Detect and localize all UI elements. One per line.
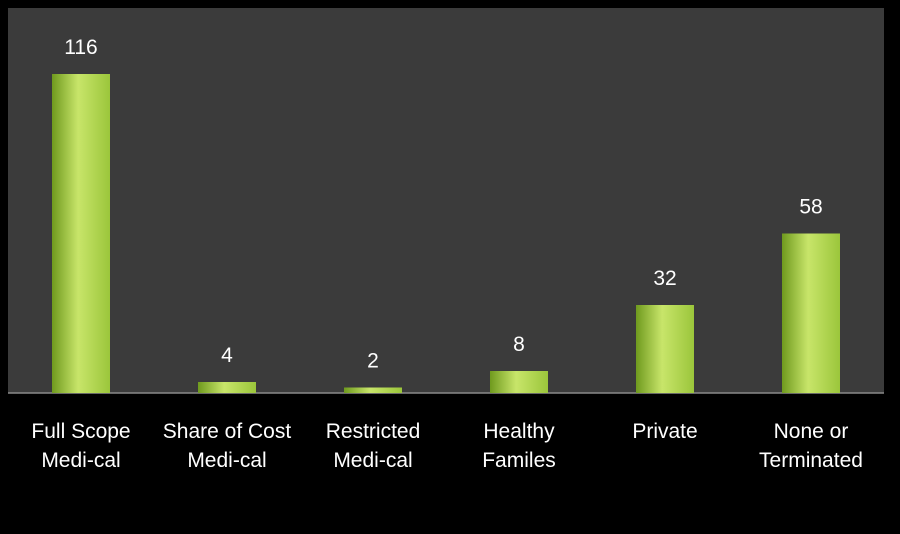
- category-tick-line: Restricted: [326, 420, 421, 443]
- value-labels-layer: 116 4 2 8 32 58: [64, 36, 822, 373]
- category-tick-line: Medi-cal: [333, 449, 412, 472]
- category-tick-line: Share of Cost: [163, 420, 292, 443]
- category-tick-line: Medi-cal: [41, 449, 120, 472]
- bar: [198, 382, 256, 393]
- bar: [636, 305, 694, 393]
- category-tick-line: Terminated: [759, 449, 863, 472]
- category-tick-label: Restricted Medi-cal: [326, 420, 421, 472]
- category-tick-label: None or Terminated: [759, 420, 863, 472]
- bar: [344, 387, 402, 393]
- category-tick-line: Familes: [482, 449, 556, 472]
- category-tick-line: Medi-cal: [187, 449, 266, 472]
- category-tick-label: Full Scope Medi-cal: [31, 420, 130, 472]
- category-tick-label: Share of Cost Medi-cal: [163, 420, 292, 472]
- data-label: 32: [653, 267, 676, 290]
- category-tick-label: Private: [632, 420, 697, 443]
- category-tick-line: Healthy: [483, 420, 555, 443]
- category-tick-label: Healthy Familes: [482, 420, 556, 472]
- data-label: 2: [367, 350, 379, 373]
- bar: [782, 233, 840, 393]
- category-tick-line: Full Scope: [31, 420, 130, 443]
- data-label: 58: [799, 196, 822, 219]
- data-label: 8: [513, 333, 525, 356]
- data-label: 116: [64, 36, 97, 59]
- data-label: 4: [221, 344, 233, 367]
- bars-layer: [52, 74, 840, 393]
- plot-area: [8, 8, 884, 393]
- category-tick-line: Private: [632, 420, 697, 443]
- bar: [52, 74, 110, 393]
- bar: [490, 371, 548, 393]
- category-tick-line: None or: [774, 420, 849, 443]
